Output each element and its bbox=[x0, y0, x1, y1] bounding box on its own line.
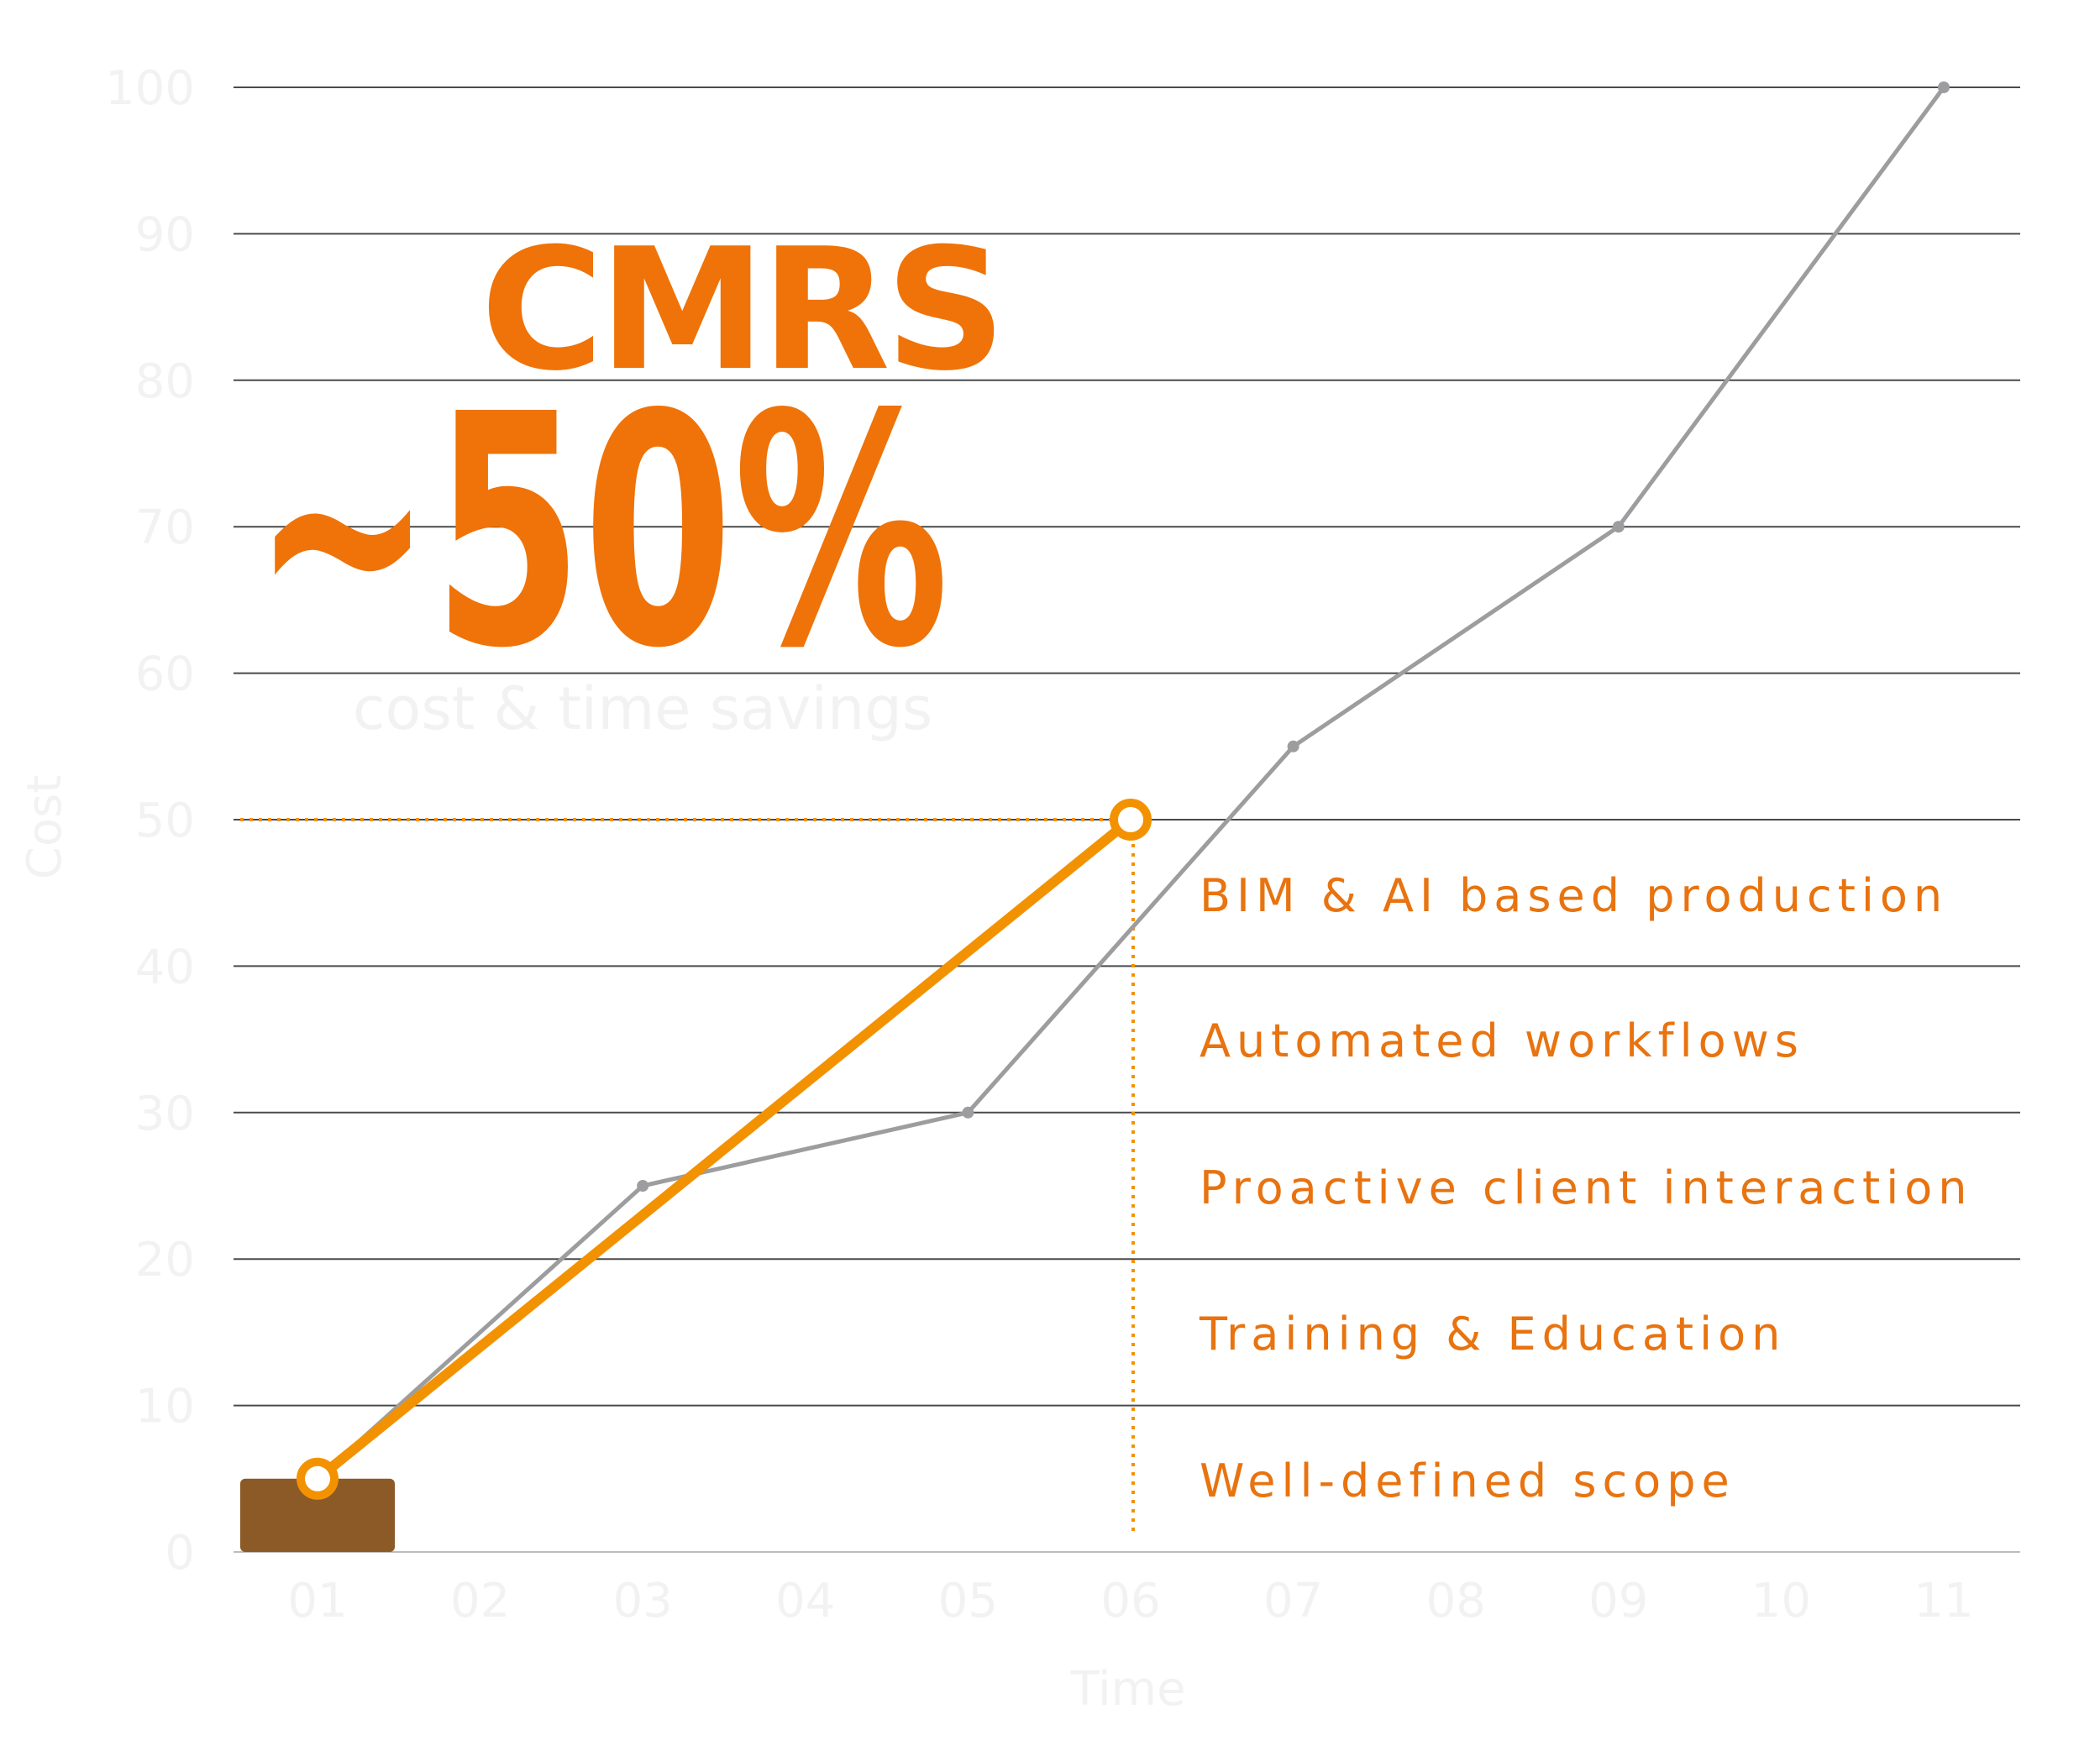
y-tick-label-90: 90 bbox=[135, 207, 195, 262]
series-1-line bbox=[312, 815, 1136, 1484]
x-tick-label-11: 11 bbox=[1914, 1574, 1973, 1628]
y-tick-label-60: 60 bbox=[135, 647, 195, 702]
x-tick-label-02: 02 bbox=[450, 1574, 510, 1628]
y-axis-label: Cost bbox=[18, 775, 72, 880]
cmrs-logo: CMRS bbox=[480, 212, 1001, 408]
series-0-line bbox=[315, 85, 1946, 1481]
bar-01 bbox=[240, 1478, 395, 1552]
series-0-point-11 bbox=[1938, 81, 1950, 93]
x-tick-label-04: 04 bbox=[775, 1574, 835, 1628]
series-0-point-03 bbox=[637, 1180, 649, 1192]
y-tick-label-30: 30 bbox=[135, 1087, 195, 1141]
feature-bim-ai: BIM & AI based production bbox=[1200, 869, 1948, 922]
series-0-point-07 bbox=[1287, 740, 1299, 752]
y-tick-label-10: 10 bbox=[135, 1380, 195, 1434]
reference-lines bbox=[240, 818, 1135, 1537]
x-tick-label-05: 05 bbox=[938, 1574, 998, 1628]
feature-training: Training & Education bbox=[1199, 1308, 1786, 1360]
y-tick-label-100: 100 bbox=[105, 61, 195, 116]
x-tick-label-03: 03 bbox=[613, 1574, 673, 1628]
feature-list: BIM & AI based production Automated work… bbox=[1199, 869, 1973, 1507]
x-tick-label-08: 08 bbox=[1426, 1574, 1486, 1628]
savings-tagline: cost & time savings bbox=[353, 674, 932, 743]
series-0-point-05 bbox=[962, 1106, 974, 1119]
x-tick-label-01: 01 bbox=[287, 1574, 347, 1628]
savings-headline: ~50% bbox=[252, 346, 949, 718]
series-layer bbox=[297, 81, 1950, 1500]
series-1-point-06 bbox=[1110, 799, 1152, 841]
x-tick-labels: 01 02 03 04 05 06 07 08 09 10 11 bbox=[287, 1574, 1973, 1628]
feature-client-interaction: Proactive client interaction bbox=[1200, 1161, 1973, 1214]
y-tick-label-0: 0 bbox=[165, 1526, 195, 1581]
y-tick-label-20: 20 bbox=[135, 1233, 195, 1287]
x-tick-label-10: 10 bbox=[1751, 1574, 1811, 1628]
y-tick-label-40: 40 bbox=[135, 940, 195, 994]
series-1-point-01 bbox=[297, 1457, 339, 1500]
x-axis-label: Time bbox=[1069, 1662, 1185, 1717]
x-tick-label-09: 09 bbox=[1588, 1574, 1648, 1628]
y-tick-label-70: 70 bbox=[135, 501, 195, 555]
x-tick-label-06: 06 bbox=[1100, 1574, 1160, 1628]
series-0-point-09 bbox=[1612, 521, 1625, 533]
feature-scope: Well-defined scope bbox=[1200, 1455, 1735, 1507]
x-tick-label-07: 07 bbox=[1263, 1574, 1323, 1628]
y-tick-label-80: 80 bbox=[135, 354, 195, 409]
y-tick-labels: 0 10 20 30 40 50 60 70 80 90 100 bbox=[105, 61, 195, 1581]
y-tick-label-50: 50 bbox=[135, 794, 195, 848]
feature-automated-workflows: Automated workflows bbox=[1200, 1014, 1804, 1067]
bar-layer bbox=[240, 1478, 395, 1552]
